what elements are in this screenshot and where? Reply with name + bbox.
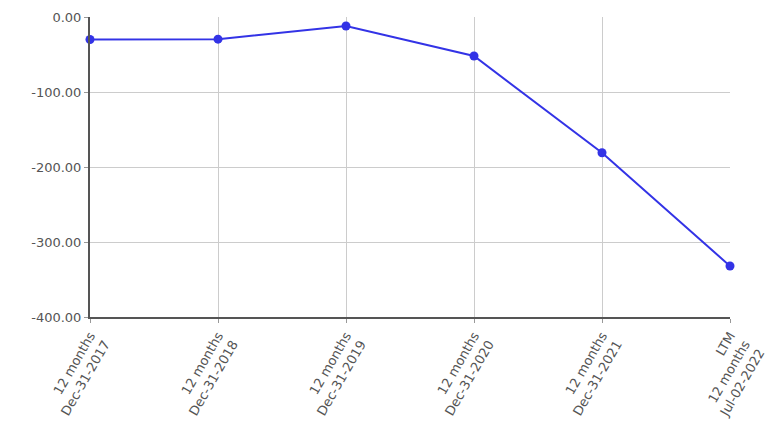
svg-text:-400.00: -400.00	[31, 310, 81, 325]
svg-text:-100.00: -100.00	[31, 85, 81, 100]
svg-text:0.00: 0.00	[52, 10, 81, 25]
svg-text:12 monthsDec-31-2017: 12 monthsDec-31-2017	[43, 329, 113, 418]
svg-text:LTM12 monthsJul-02-2022: LTM12 monthsJul-02-2022	[687, 329, 767, 419]
svg-text:12 monthsDec-31-2021: 12 monthsDec-31-2021	[555, 329, 625, 418]
svg-text:-200.00: -200.00	[31, 160, 81, 175]
svg-text:-300.00: -300.00	[31, 235, 81, 250]
svg-text:12 monthsDec-31-2019: 12 monthsDec-31-2019	[299, 329, 369, 418]
svg-text:12 monthsDec-31-2020: 12 monthsDec-31-2020	[427, 329, 497, 418]
svg-text:12 monthsDec-31-2018: 12 monthsDec-31-2018	[171, 329, 241, 418]
